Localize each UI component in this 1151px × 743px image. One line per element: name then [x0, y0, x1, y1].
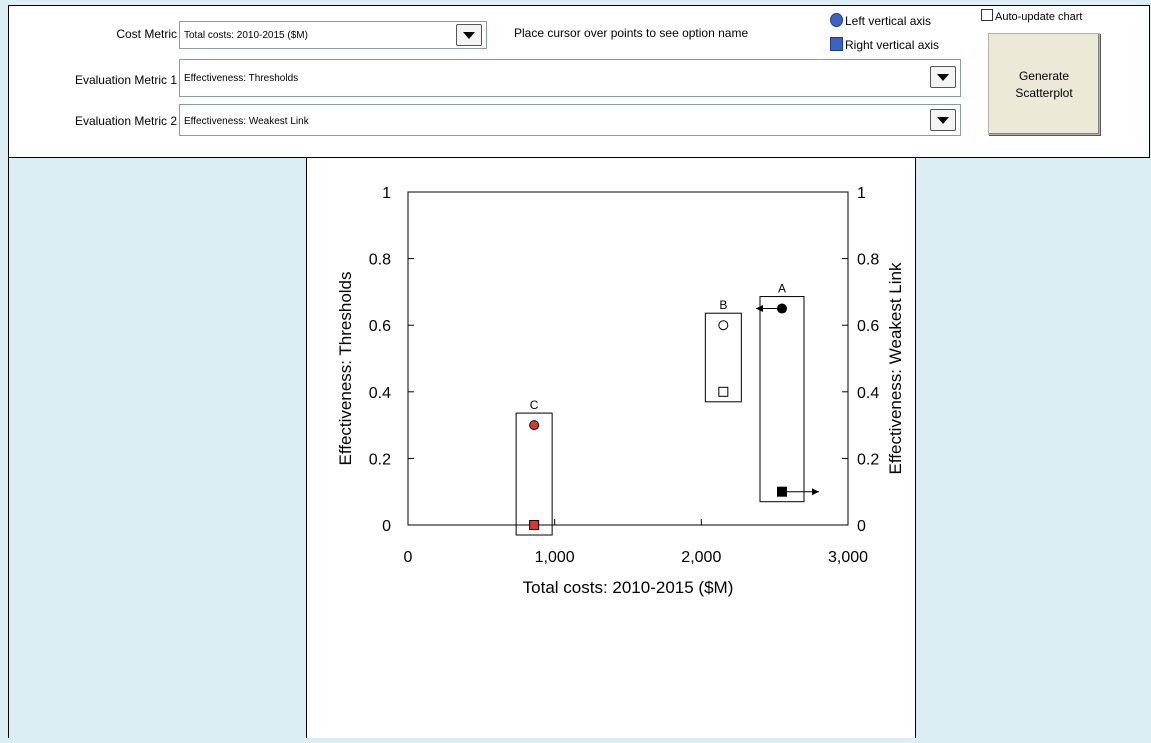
eval-metric-1-dropdown-button[interactable] — [930, 66, 956, 88]
generate-line1: Generate — [1018, 69, 1070, 83]
generate-scatterplot-button[interactable]: Generate Scatterplot — [988, 33, 1100, 135]
x-axis-title: Total costs: 2010-2015 ($M) — [523, 578, 734, 597]
square-icon — [830, 37, 843, 51]
left-y-tick-label: 0.2 — [369, 451, 391, 468]
x-tick-label: 3,000 — [828, 549, 868, 566]
left-y-tick-label: 1 — [382, 185, 391, 202]
eval-metric-2-dropdown-button[interactable] — [930, 109, 956, 131]
hover-instruction: Place cursor over points to see option n… — [514, 26, 749, 40]
left-y-axis-title: Effectiveness: Thresholds — [336, 271, 355, 465]
left-y-tick-label: 0.8 — [369, 252, 391, 269]
eval-metric-2-value: Effectiveness: Weakest Link — [184, 116, 309, 127]
cost-metric-value: Total costs: 2010-2015 ($M) — [184, 30, 308, 41]
option-box — [515, 412, 553, 536]
option-label: B — [719, 298, 727, 312]
auto-update-checkbox[interactable]: Auto-update chart — [981, 9, 1082, 23]
right-y-tick-label: 0 — [857, 518, 866, 535]
right-axis-point — [529, 520, 540, 530]
x-tick-label: 2,000 — [681, 549, 721, 566]
checkbox-icon[interactable] — [981, 9, 993, 21]
right-y-tick-label: 0.8 — [857, 252, 879, 269]
chevron-down-icon — [937, 117, 949, 124]
left-y-tick-label: 0 — [382, 518, 391, 535]
option-box — [704, 312, 742, 403]
legend-right-axis-label: Right vertical axis — [845, 38, 940, 52]
control-panel: Cost Metric Total costs: 2010-2015 ($M) … — [8, 5, 1150, 158]
eval-metric-2-select[interactable]: Effectiveness: Weakest Link — [179, 104, 961, 136]
right-y-tick-label: 0.2 — [857, 451, 879, 468]
eval-metric-2-label: Evaluation Metric 2 — [74, 114, 177, 128]
left-axis-point — [529, 420, 540, 431]
option-label: A — [778, 282, 786, 296]
right-y-axis-title: Effectiveness: Weakest Link — [886, 262, 905, 474]
legend-right-axis: Right vertical axis — [830, 37, 939, 52]
legend-left-axis-label: Left vertical axis — [845, 14, 932, 28]
eval-metric-1-select[interactable]: Effectiveness: Thresholds — [179, 59, 961, 97]
left-axis-point — [718, 320, 729, 331]
left-arrow-icon — [756, 305, 763, 313]
legend-left-axis: Left vertical axis — [830, 13, 931, 28]
option-label: C — [530, 398, 539, 412]
cost-metric-dropdown-button[interactable] — [456, 24, 482, 46]
left-axis-point — [777, 303, 787, 314]
right-y-tick-label: 0.4 — [857, 385, 879, 402]
chevron-down-icon — [463, 32, 475, 39]
auto-update-label: Auto-update chart — [995, 11, 1083, 23]
left-y-tick-label: 0.4 — [369, 385, 391, 402]
circle-icon — [830, 13, 843, 27]
right-y-tick-label: 0.6 — [857, 318, 879, 335]
option-box — [759, 296, 805, 503]
x-tick-label: 1,000 — [535, 549, 575, 566]
right-arrow-icon — [812, 488, 819, 496]
left-y-tick-label: 0.6 — [369, 318, 391, 335]
eval-metric-1-value: Effectiveness: Thresholds — [184, 73, 299, 84]
right-axis-point — [777, 486, 787, 497]
cost-metric-select[interactable]: Total costs: 2010-2015 ($M) — [179, 21, 487, 49]
window-left-border — [8, 158, 9, 738]
right-y-tick-label: 1 — [857, 185, 866, 202]
plot-frame — [407, 191, 849, 526]
x-tick-label: 0 — [404, 549, 413, 566]
eval-metric-1-label: Evaluation Metric 1 — [74, 73, 177, 87]
chart-area: 0 1,000 2,000 3,000 0 0 0.2 0.2 0.4 0.4 0.6 0.6 0.8 0… — [306, 158, 916, 738]
right-axis-point — [718, 386, 729, 397]
chevron-down-icon — [937, 74, 949, 81]
generate-line2: Scatterplot — [1015, 86, 1073, 100]
cost-metric-label: Cost Metric — [116, 27, 177, 41]
